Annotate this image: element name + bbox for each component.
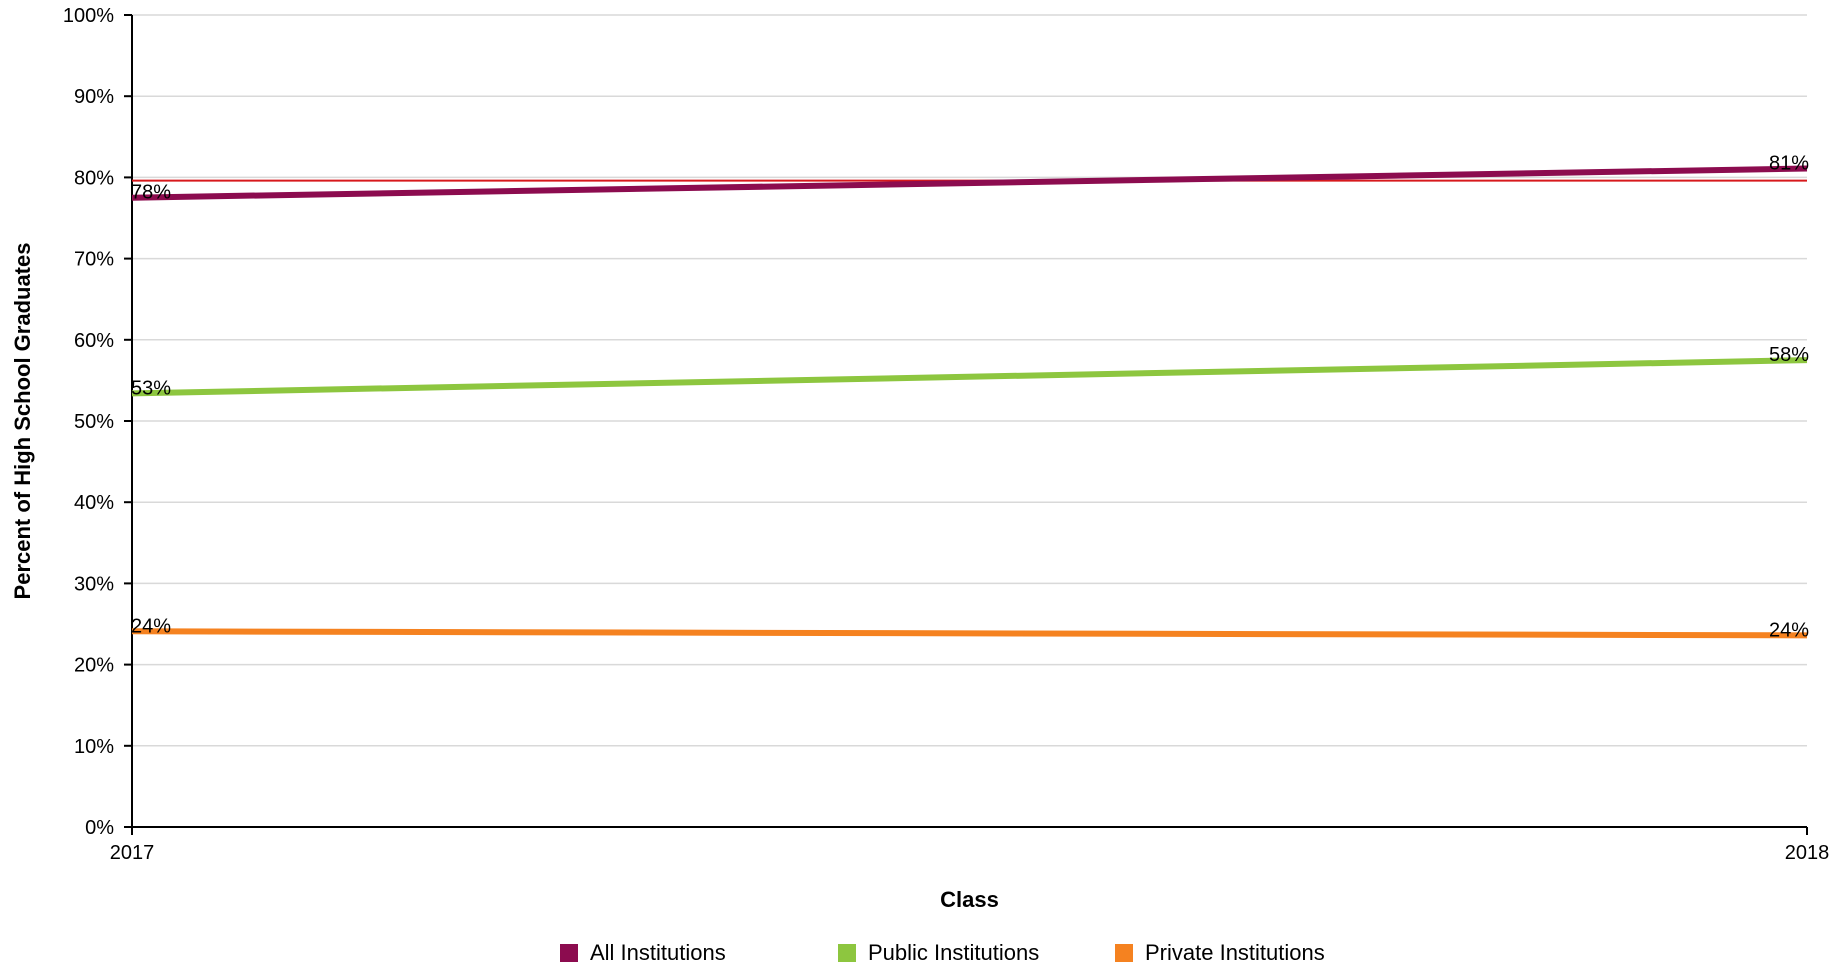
y-tick-label: 80% (74, 167, 114, 189)
series-line-0 (131, 165, 1808, 201)
legend-label: Public Institutions (868, 940, 1040, 965)
y-tick-label: 10% (74, 736, 114, 758)
y-tick-label: 60% (74, 330, 114, 352)
y-axis-ticks: 0% 10% 20% 30% 40% 50% 60% 70% 80% 90% 100% (63, 5, 132, 839)
legend-label: All Institutions (590, 940, 726, 965)
legend-item-all-institutions[interactable]: All Institutions (560, 940, 726, 966)
x-tick-label: 2017 (110, 842, 155, 864)
legend: All Institutions Public Institutions Pri… (0, 940, 1839, 966)
x-tick-label: 2018 (1785, 842, 1830, 864)
y-tick-label: 70% (74, 249, 114, 271)
data-label: 58% (1769, 344, 1809, 366)
x-axis-ticks: 2017 2018 (110, 827, 1830, 864)
data-label: 81% (1769, 152, 1809, 174)
legend-item-public-institutions[interactable]: Public Institutions (838, 940, 1039, 966)
y-axis-title: Percent of High School Graduates (10, 243, 35, 600)
legend-swatch-public (838, 944, 856, 962)
y-tick-label: 100% (63, 5, 114, 27)
legend-label: Private Institutions (1145, 940, 1325, 965)
series-lines (131, 165, 1808, 639)
legend-swatch-all (560, 944, 578, 962)
legend-swatch-private (1115, 944, 1133, 962)
data-label: 24% (1769, 619, 1809, 641)
gridlines (132, 14, 1807, 747)
y-tick-label: 50% (74, 411, 114, 433)
data-labels: 78% 81% 53% 58% 24% 24% (131, 152, 1809, 641)
series-line-1 (131, 357, 1808, 397)
series-line-2 (131, 628, 1808, 639)
y-tick-label: 30% (74, 573, 114, 595)
x-axis-title: Class (940, 887, 999, 912)
data-label: 53% (131, 377, 171, 399)
y-tick-label: 0% (85, 817, 114, 839)
legend-item-private-institutions[interactable]: Private Institutions (1115, 940, 1325, 966)
y-tick-label: 20% (74, 655, 114, 677)
y-tick-label: 40% (74, 492, 114, 514)
data-label: 78% (131, 182, 171, 204)
data-label: 24% (131, 615, 171, 637)
y-tick-label: 90% (74, 86, 114, 108)
